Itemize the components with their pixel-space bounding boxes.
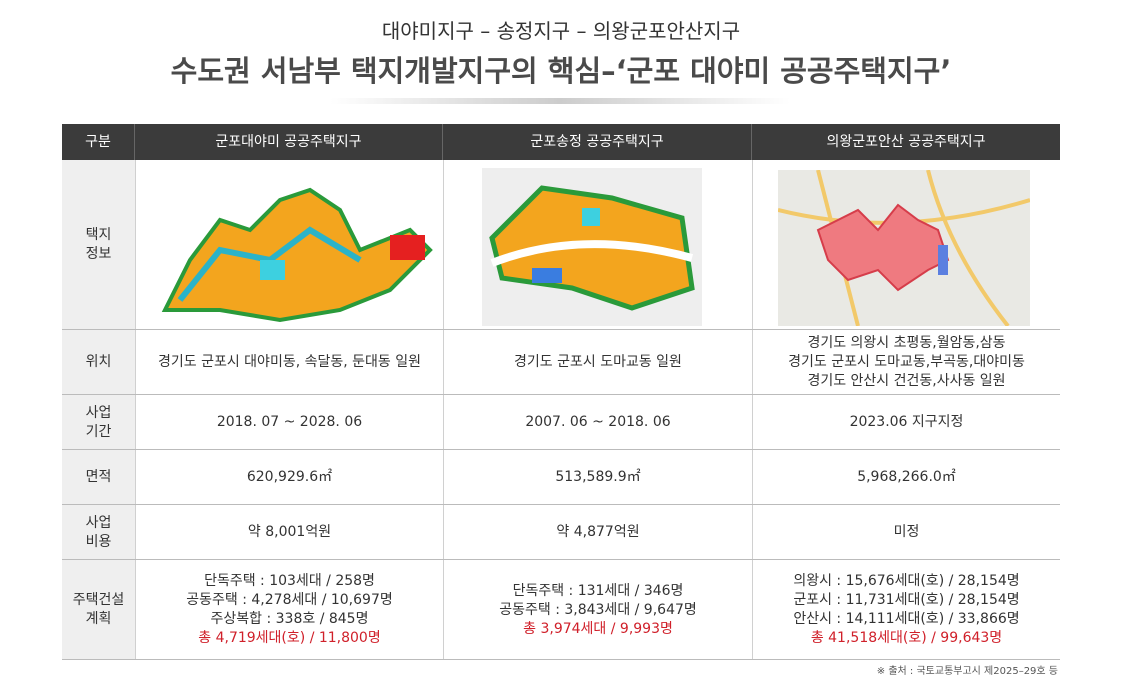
row-border	[62, 559, 1060, 560]
text-line: 620,929.6㎡	[246, 469, 333, 485]
text-line: 사업	[85, 404, 112, 421]
table-cell: 약 4,877억원	[443, 505, 752, 560]
text-line: 사업	[85, 514, 112, 531]
column-header: 군포송정 공공주택지구	[443, 124, 752, 160]
table-cell: 경기도 군포시 대야미동, 속달동, 둔대동 일원	[135, 330, 443, 395]
title-underline	[330, 98, 790, 104]
text-line: 계획	[85, 611, 112, 627]
row-border	[62, 449, 1060, 450]
row-border	[62, 504, 1060, 505]
text-line: 경기도 의왕시 초평동,월암동,삼동	[807, 335, 1006, 351]
map-songjeong	[482, 168, 702, 326]
subtitle: 대야미지구 – 송정지구 – 의왕군포안산지구	[381, 19, 741, 43]
table-cell: 5,968,266.0㎡	[752, 450, 1060, 505]
table-cell: 약 8,001억원	[135, 505, 443, 560]
text-line: 공동주택 : 4,278세대 / 10,697명	[186, 592, 393, 608]
table-cell: 620,929.6㎡	[135, 450, 443, 505]
text-line: 미정	[893, 524, 920, 540]
text-line: 위치	[85, 354, 112, 370]
text-line: 주택건설	[72, 592, 125, 608]
footnote: ※ 출처 : 국토교통부고시 제2025–29호 등	[876, 666, 1058, 677]
text-line: 주상복합 : 338호 / 845명	[210, 611, 369, 627]
text-line: 약 4,877억원	[556, 524, 640, 540]
row-border	[62, 659, 1060, 660]
text-line: 안산시 : 14,111세대(호) / 33,866명	[793, 611, 1020, 627]
text-line: 단독주택 : 131세대 / 346명	[512, 582, 684, 599]
text-line: 경기도 군포시 도마교동 일원	[514, 354, 682, 370]
table-cell: 2007. 06 ~ 2018. 06	[443, 395, 752, 450]
table-cell: 경기도 군포시 도마교동 일원	[443, 330, 752, 395]
text-line: 약 8,001억원	[247, 524, 332, 540]
table-cell: 513,589.9㎡	[443, 450, 752, 505]
row-label: 위치	[62, 330, 135, 395]
table-cell: 2023.06 지구지정	[752, 395, 1060, 450]
row-border	[62, 329, 1060, 330]
map-uiwang	[778, 170, 1030, 326]
table-cell	[443, 160, 752, 330]
total-line: 총 3,974세대 / 9,993명	[523, 620, 673, 637]
column-header: 의왕군포안산 공공주택지구	[752, 124, 1060, 160]
text-line: 공동주택 : 3,843세대 / 9,647명	[499, 601, 697, 618]
row-label: 면적	[62, 450, 135, 505]
title: 수도권 서남부 택지개발지구의 핵심–‘군포 대야미 공공주택지구’	[170, 54, 952, 88]
table-cell: 2018. 07 ~ 2028. 06	[135, 395, 443, 450]
text-line: 면적	[85, 469, 112, 485]
row-border	[62, 394, 1060, 395]
text-line: 513,589.9㎡	[555, 469, 641, 485]
text-line: 의왕시 : 15,676세대(호) / 28,154명	[793, 573, 1020, 589]
text-line: 기간	[85, 423, 112, 440]
text-line: 택지	[85, 227, 112, 243]
text-line: 경기도 군포시 대야미동, 속달동, 둔대동 일원	[158, 354, 421, 370]
text-line: 단독주택 : 103세대 / 258명	[204, 573, 375, 589]
text-line: 경기도 군포시 도마교동,부곡동,대야미동	[788, 354, 1025, 370]
table-cell: 미정	[752, 505, 1060, 560]
text-line: 비용	[85, 533, 112, 550]
text-line: 정보	[85, 246, 112, 262]
table-cell	[135, 160, 443, 330]
text-line: 2023.06 지구지정	[849, 414, 964, 430]
column-header: 군포대야미 공공주택지구	[135, 124, 443, 160]
column-header: 구분	[62, 124, 135, 160]
total-line: 총 41,518세대(호) / 99,643명	[810, 630, 1003, 646]
text-line: 2018. 07 ~ 2028. 06	[216, 414, 363, 430]
text-line: 5,968,266.0㎡	[857, 469, 956, 485]
text-line: 경기도 안산시 건건동,사사동 일원	[807, 373, 1006, 389]
text-line: 2007. 06 ~ 2018. 06	[525, 414, 671, 430]
total-line: 총 4,719세대(호) / 11,800명	[198, 630, 381, 646]
map-daeyami	[160, 170, 440, 325]
text-line: 군포시 : 11,731세대(호) / 28,154명	[793, 592, 1020, 608]
table-cell	[752, 160, 1060, 330]
